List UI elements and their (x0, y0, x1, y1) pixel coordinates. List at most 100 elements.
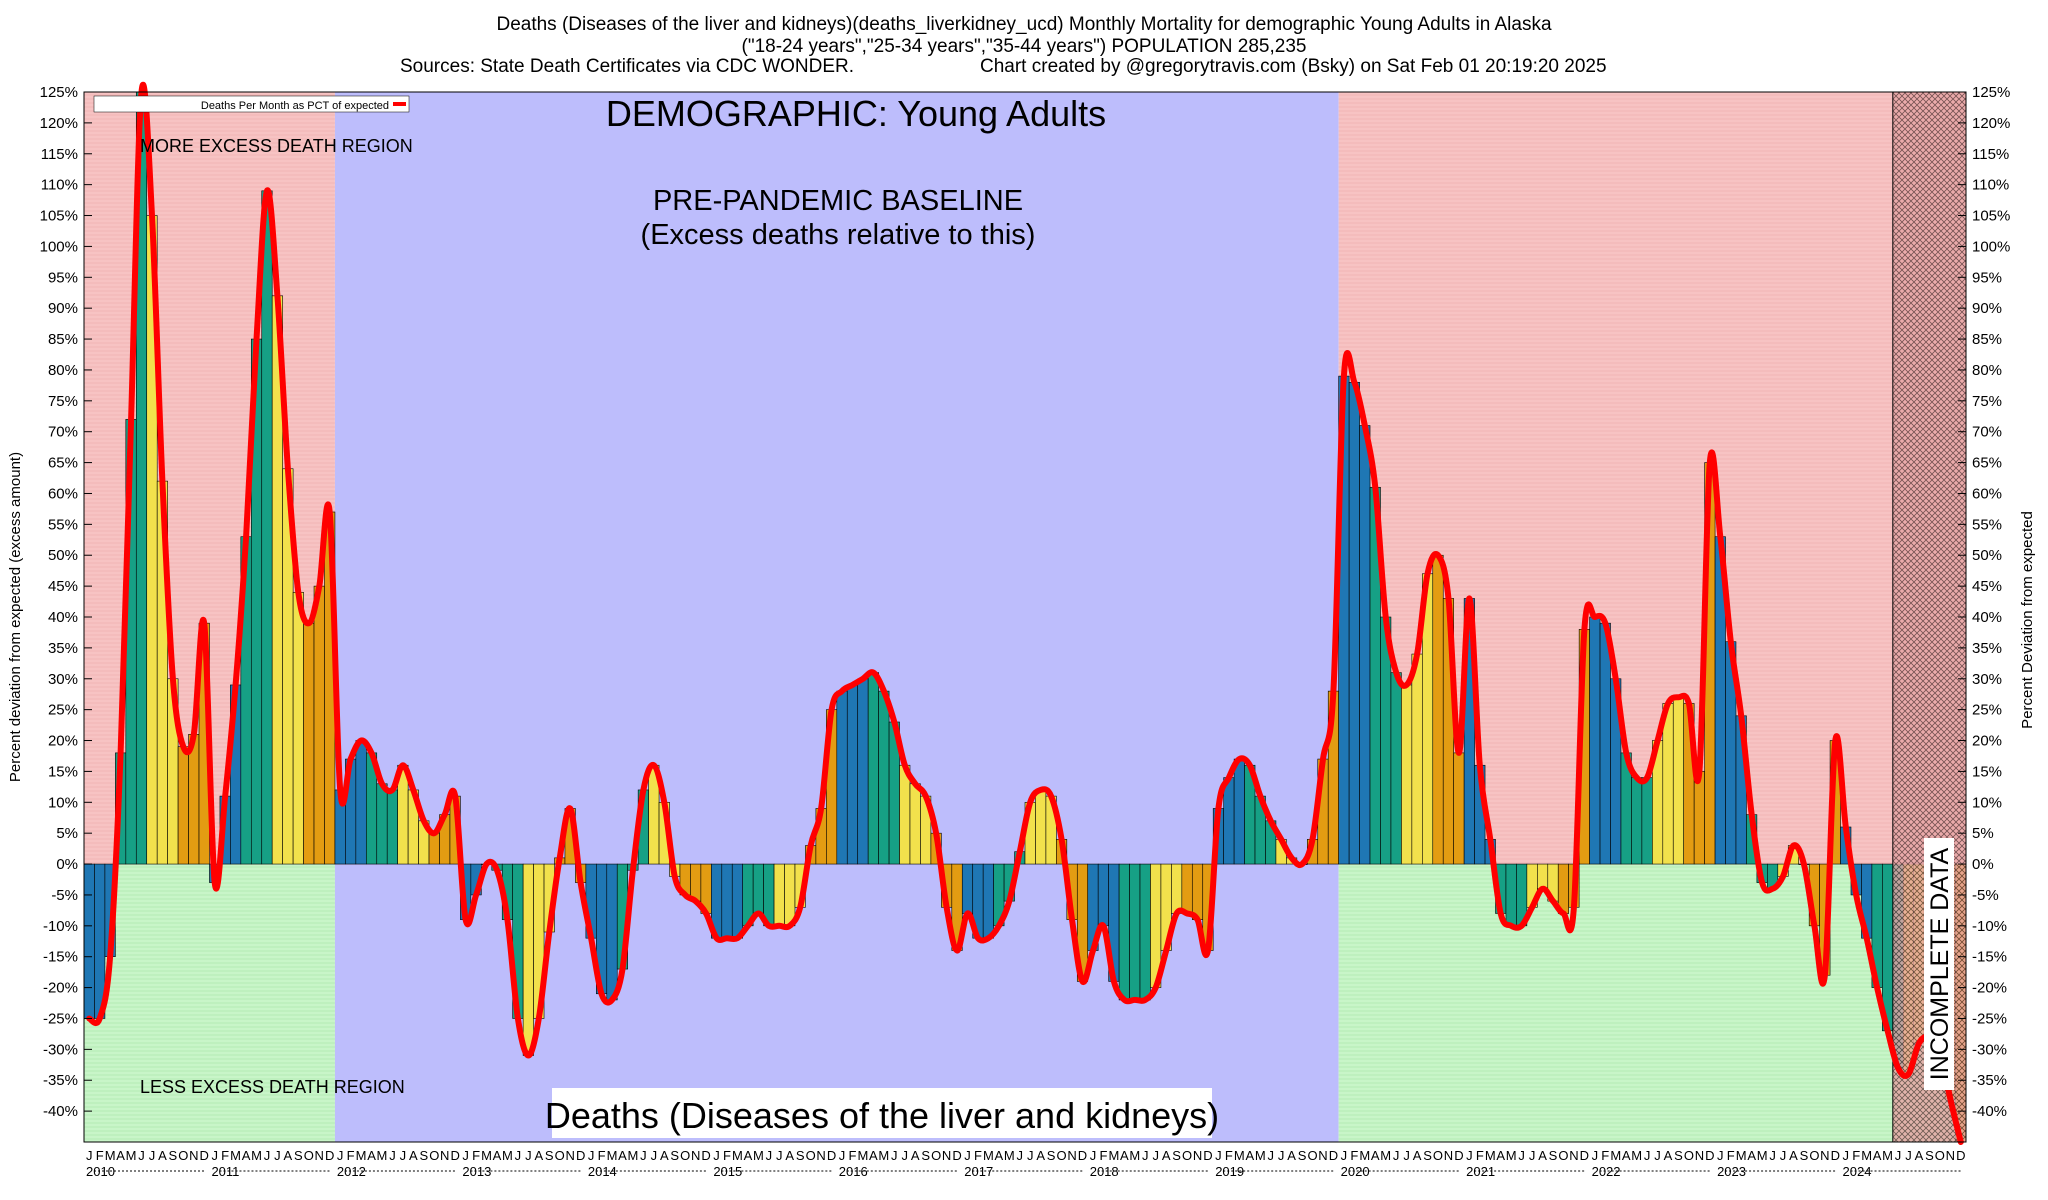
bar-2019-02 (1223, 777, 1235, 865)
ylabel-left: Percent deviation from expected (excess … (7, 452, 24, 782)
ytick-label-left: 85% (48, 331, 78, 348)
month-label: N (1695, 1148, 1704, 1163)
month-label: N (942, 1148, 951, 1163)
bar-2022-09 (1672, 696, 1684, 865)
month-label: J (1341, 1148, 1348, 1163)
ytick-label-right: 10% (1972, 794, 2002, 811)
month-label: J (776, 1148, 783, 1163)
month-label: M (878, 1148, 889, 1163)
bottom-title-box (552, 1088, 1212, 1138)
month-label: J (1215, 1148, 1222, 1163)
month-label: M (377, 1148, 388, 1163)
month-label: A (158, 1148, 167, 1163)
month-label: J (902, 1148, 909, 1163)
year-label: 2020 (1341, 1164, 1370, 1179)
month-label: A (1747, 1148, 1756, 1163)
month-label: J (264, 1148, 271, 1163)
ytick-label-left: 55% (48, 516, 78, 533)
month-label: D (1956, 1148, 1965, 1163)
ytick-label-right: 65% (1972, 455, 2002, 472)
ytick-label-left: 105% (40, 208, 78, 225)
bar-2014-03 (606, 863, 618, 1001)
ytick-label-right: -35% (1972, 1072, 2007, 1089)
ytick-label-right: -30% (1972, 1041, 2007, 1058)
bar-2011-06 (261, 190, 273, 865)
ytick-label-right: 15% (1972, 763, 2002, 780)
ytick-label-right: 75% (1972, 393, 2002, 410)
month-label: A (1496, 1148, 1505, 1163)
bar-2012-10 (428, 832, 440, 865)
month-label: S (545, 1148, 554, 1163)
month-label: O (1684, 1148, 1694, 1163)
month-label: S (1047, 1148, 1056, 1163)
month-label: N (816, 1148, 825, 1163)
month-label: J (1393, 1148, 1400, 1163)
background-regions (84, 92, 1966, 1142)
ytick-label-left: 65% (48, 455, 78, 472)
month-label: O (1935, 1148, 1945, 1163)
ytick-label-right: 35% (1972, 640, 2002, 657)
ytick-label-right: -25% (1972, 1010, 2007, 1027)
month-label: A (1915, 1148, 1924, 1163)
month-label: J (766, 1148, 773, 1163)
month-label: D (827, 1148, 836, 1163)
ytick-label-right: -15% (1972, 949, 2007, 966)
ytick-label-left: 90% (48, 300, 78, 317)
ytick-label-left: 60% (48, 485, 78, 502)
chart-title-line1: Deaths (Diseases of the liver and kidney… (496, 14, 1552, 35)
month-label: M (1359, 1148, 1370, 1163)
month-label: J (1152, 1148, 1159, 1163)
month-label: S (670, 1148, 679, 1163)
sources-text: Sources: State Death Certificates via CD… (400, 56, 855, 77)
month-label: D (1203, 1148, 1212, 1163)
month-label: J (211, 1148, 218, 1163)
month-label: J (651, 1148, 658, 1163)
bar-2022-05 (1631, 777, 1643, 865)
bar-2015-03 (731, 863, 744, 939)
ytick-label-right: 30% (1972, 671, 2002, 688)
ytick-label-left: -40% (43, 1103, 78, 1120)
month-label: N (440, 1148, 449, 1163)
month-label: O (806, 1148, 816, 1163)
month-label: A (1538, 1148, 1547, 1163)
month-label: N (1193, 1148, 1202, 1163)
ytick-label-left: 125% (40, 84, 78, 101)
ytick-label-left: -25% (43, 1010, 78, 1027)
incomplete-label: INCOMPLETE DATA (1926, 847, 1954, 1080)
ytick-label-left: -20% (43, 980, 78, 997)
year-label: 2022 (1592, 1164, 1621, 1179)
ytick-label-left: 80% (48, 362, 78, 379)
legend-box (93, 95, 410, 113)
month-label: A (284, 1148, 293, 1163)
ytick-label-left: 30% (48, 671, 78, 688)
legend-label: Deaths Per Month as PCT of expected (201, 100, 389, 112)
month-label: F (1727, 1148, 1735, 1163)
month-label: J (1518, 1148, 1525, 1163)
month-label: A (1413, 1148, 1422, 1163)
month-label: N (315, 1148, 324, 1163)
month-label: O (1057, 1148, 1067, 1163)
bar-2018-04 (1118, 863, 1130, 1001)
bar-2020-10 (1432, 554, 1444, 865)
month-label: O (555, 1148, 565, 1163)
month-label: A (116, 1148, 125, 1163)
month-label: J (1644, 1148, 1651, 1163)
month-label: A (1036, 1148, 1045, 1163)
ytick-label-right: 60% (1972, 485, 2002, 502)
month-label: O (178, 1148, 188, 1163)
month-label: M (502, 1148, 513, 1163)
ytick-label-left: 95% (48, 269, 78, 286)
month-label: A (493, 1148, 502, 1163)
ytick-label-left: 5% (56, 825, 78, 842)
month-label: F (723, 1148, 731, 1163)
month-label: J (713, 1148, 720, 1163)
month-label: M (105, 1148, 116, 1163)
ytick-label-left: 50% (48, 547, 78, 564)
month-label: A (534, 1148, 543, 1163)
ytick-label-right: 125% (1972, 84, 2010, 101)
month-label: F (598, 1148, 606, 1163)
bar-2022-11 (1693, 771, 1705, 865)
month-label: M (753, 1148, 764, 1163)
month-label: J (1090, 1148, 1097, 1163)
month-label: M (230, 1148, 241, 1163)
